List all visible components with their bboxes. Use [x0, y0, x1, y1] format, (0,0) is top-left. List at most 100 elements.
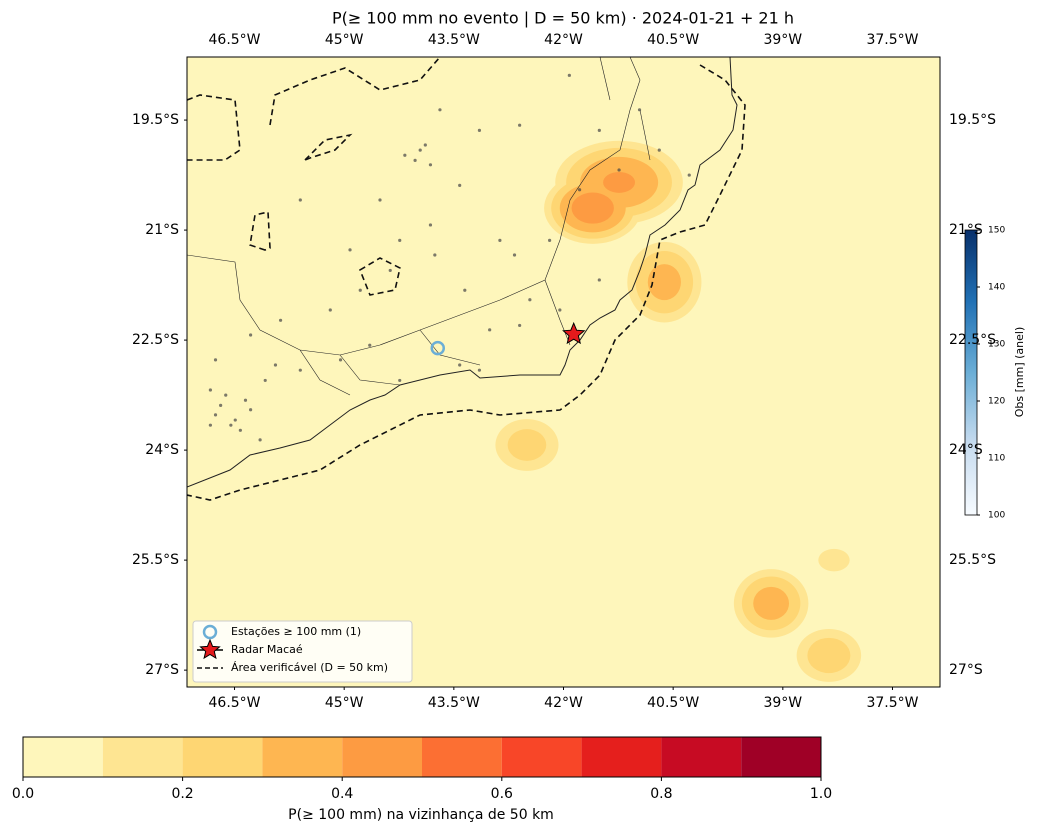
y-tick-label: 21°S	[949, 222, 983, 238]
geography	[187, 57, 746, 501]
station	[358, 288, 362, 292]
station	[567, 73, 571, 77]
colorbar-bin	[342, 737, 422, 777]
legend-ring	[202, 624, 218, 640]
station	[403, 153, 407, 157]
legend-star	[199, 638, 221, 660]
probability-contour	[807, 637, 851, 674]
station	[463, 288, 467, 292]
x-tick-label: 42°W	[544, 695, 583, 711]
station	[433, 253, 437, 257]
station	[398, 238, 402, 242]
station	[298, 198, 302, 202]
colorbar-tick-label: 0.2	[171, 786, 193, 802]
y-tick-label: 19.5°S	[132, 112, 179, 128]
chart-title: P(≥ 100 mm no evento | D = 50 km) · 2024…	[332, 9, 794, 28]
probability-contour	[603, 172, 636, 193]
station	[512, 253, 517, 257]
radar	[562, 321, 586, 345]
x-tick-label: 46.5°W	[209, 32, 261, 48]
station	[388, 268, 392, 273]
x-tick-label: 45°W	[325, 695, 364, 711]
y-tick-label: 22.5°S	[132, 332, 179, 348]
colorbar-frame	[22, 736, 822, 778]
station	[263, 378, 267, 383]
probability-contour	[571, 192, 614, 224]
station	[518, 323, 522, 328]
station	[548, 238, 552, 242]
legend: Estações ≥ 100 mm (1) Radar Macaé Área v…	[192, 620, 413, 683]
station	[597, 128, 601, 132]
x-tick-label: 43.5°W	[428, 695, 480, 711]
station	[208, 388, 212, 392]
colorbar-bin	[102, 737, 183, 777]
station	[458, 363, 462, 367]
station	[298, 368, 302, 372]
station	[597, 278, 601, 282]
station	[428, 223, 433, 227]
station	[438, 108, 442, 112]
station	[273, 363, 278, 367]
station	[249, 408, 253, 412]
legend-box	[192, 620, 413, 683]
x-tick-label: 40.5°W	[647, 695, 699, 711]
verifiable-area	[187, 57, 746, 501]
station	[558, 308, 562, 312]
probability-contour	[647, 264, 681, 301]
obs-colorbar-tick-label: 120	[988, 397, 1005, 407]
colorbar-bin	[501, 737, 582, 777]
x-tick-label: 40.5°W	[647, 32, 699, 48]
station	[423, 143, 427, 147]
x-tick-label: 39°W	[763, 32, 802, 48]
y-tick-label: 27°S	[145, 662, 179, 678]
obs-colorbar	[964, 229, 978, 516]
obs-colorbar-tick-label: 110	[988, 454, 1005, 464]
y-tick-label: 24°S	[949, 442, 983, 458]
station	[249, 333, 253, 337]
station	[224, 393, 228, 397]
x-tick-label: 43.5°W	[428, 32, 480, 48]
probability-contour	[753, 586, 790, 620]
y-tick-label: 25.5°S	[132, 552, 179, 568]
colorbar-bin	[182, 737, 263, 777]
y-tick-label: 19.5°S	[949, 112, 996, 128]
station	[243, 398, 248, 402]
station	[213, 358, 218, 362]
y-tick-label: 22.5°S	[949, 332, 996, 348]
station	[458, 183, 462, 187]
obs-colorbar-tick-label: 140	[988, 283, 1005, 293]
colorbar-bin	[262, 737, 343, 777]
colorbar-bin	[661, 737, 742, 777]
station	[219, 403, 223, 407]
colorbar-tick-label: 0.4	[331, 786, 353, 802]
station	[577, 188, 582, 192]
station	[208, 423, 212, 427]
station	[477, 368, 482, 372]
legend-label: Estações ≥ 100 mm (1)	[231, 625, 361, 638]
station	[477, 128, 482, 132]
stations	[208, 73, 691, 442]
station	[278, 318, 283, 322]
colorbar-label: P(≥ 100 mm) na vizinhança de 50 km	[288, 807, 554, 823]
x-tick-label: 46.5°W	[209, 695, 261, 711]
colorbar-bin	[23, 737, 103, 777]
station	[338, 358, 343, 362]
station	[528, 298, 532, 302]
station	[418, 148, 422, 152]
station	[378, 198, 382, 202]
station	[617, 168, 621, 172]
station	[233, 418, 237, 422]
x-tick-label: 39°W	[763, 695, 802, 711]
station	[229, 423, 233, 427]
colorbar-bin	[581, 737, 662, 777]
station	[498, 238, 502, 242]
station	[518, 123, 522, 127]
obs-colorbar-tick-label: 100	[988, 511, 1005, 521]
coastline	[187, 57, 738, 488]
x-tick-label: 45°W	[325, 32, 364, 48]
obs-colorbar-tick-label: 150	[988, 226, 1005, 236]
colorbar-tick-label: 1.0	[810, 786, 832, 802]
station	[368, 343, 372, 347]
x-tick-label: 42°W	[544, 32, 583, 48]
